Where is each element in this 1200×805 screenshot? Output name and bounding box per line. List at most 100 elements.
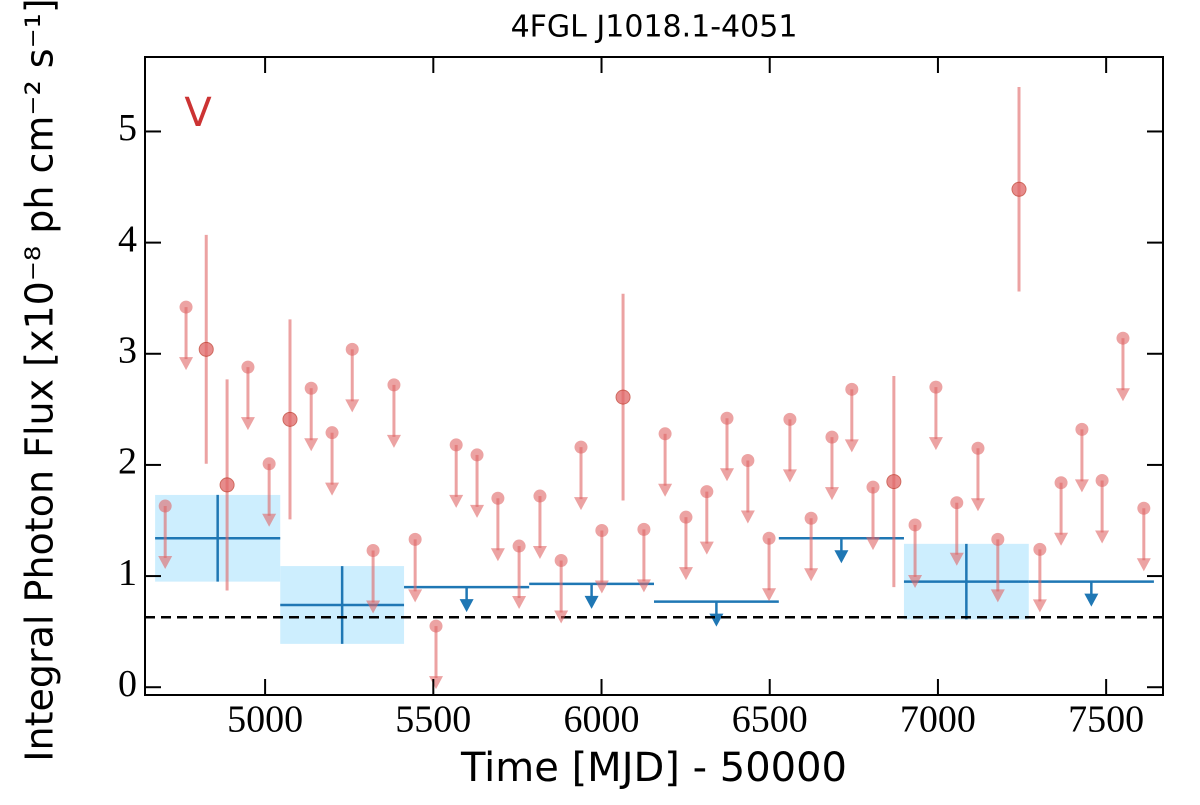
upper-limit-head — [490, 548, 505, 562]
upper-limit-point — [1116, 331, 1130, 345]
y-tick-label: 1 — [118, 552, 137, 594]
y-tick-label: 0 — [118, 663, 137, 705]
upper-limit-head — [262, 513, 277, 527]
upper-limit-point — [241, 360, 255, 374]
y-tick-label: 3 — [118, 329, 137, 371]
detection-point — [1011, 181, 1027, 197]
upper-limit-point — [408, 532, 422, 546]
upper-limit-head — [824, 487, 839, 501]
upper-limit-head — [532, 546, 547, 560]
upper-limit-point — [512, 539, 526, 553]
upper-limit-point — [595, 523, 609, 537]
detection-point — [886, 474, 902, 490]
upper-limit-head — [804, 568, 819, 582]
upper-limit-point — [554, 554, 568, 568]
upper-limit-point — [429, 619, 443, 633]
plot-frame — [144, 56, 1164, 696]
x-tick-label: 6500 — [732, 699, 808, 741]
upper-limit-point — [658, 427, 672, 441]
upper-limit-point — [262, 457, 276, 471]
x-axis-label: Time [MJD] - 50000 — [460, 745, 847, 791]
upper-limit-head — [554, 610, 569, 624]
x-tick-label: 5000 — [227, 699, 303, 741]
upper-limit-point — [637, 522, 651, 536]
y-axis-label: Integral Photon Flux [x10⁻⁸ ph cm⁻² s⁻¹] — [18, 0, 62, 762]
upper-limit-head — [429, 676, 444, 690]
upper-limit-head — [949, 552, 964, 566]
upper-limit-point — [491, 491, 505, 505]
upper-limit-head — [584, 595, 599, 609]
upper-limit-point — [325, 426, 339, 440]
upper-limit-point — [1075, 422, 1089, 436]
upper-limit-head — [866, 537, 881, 551]
x-tick-label: 7500 — [1068, 699, 1144, 741]
upper-limit-point — [449, 438, 463, 452]
upper-limit-head — [449, 494, 464, 508]
upper-limit-point — [741, 453, 755, 467]
upper-limit-point — [470, 448, 484, 462]
upper-limit-point — [533, 489, 547, 503]
upper-limit-head — [678, 567, 693, 581]
upper-limit-point — [720, 411, 734, 425]
upper-limit-head — [158, 556, 173, 570]
upper-limit-head — [782, 469, 797, 483]
upper-limit-head — [459, 599, 474, 613]
upper-limit-head — [709, 613, 724, 627]
upper-limit-head — [636, 579, 651, 593]
upper-limit-point — [1054, 476, 1068, 490]
upper-limit-head — [844, 439, 859, 453]
upper-limit-head — [470, 504, 485, 518]
detection-point — [219, 477, 235, 493]
upper-limit-point — [845, 382, 859, 396]
upper-limit-head — [699, 541, 714, 555]
upper-limit-point — [1033, 542, 1047, 556]
upper-limit-head — [408, 589, 423, 603]
upper-limit-head — [658, 483, 673, 497]
upper-limit-head — [240, 417, 255, 431]
upper-limit-point — [304, 381, 318, 395]
upper-limit-head — [720, 468, 735, 482]
upper-limit-head — [386, 434, 401, 448]
upper-limit-point — [762, 531, 776, 545]
detection-point — [615, 389, 631, 405]
upper-limit-point — [950, 496, 964, 510]
x-tick-label: 7000 — [900, 699, 976, 741]
upper-limit-head — [325, 482, 340, 496]
upper-limit-head — [834, 550, 849, 564]
y-tick-label: 4 — [118, 218, 137, 260]
upper-limit-point — [783, 412, 797, 426]
upper-limit-head — [345, 399, 360, 413]
upper-limit-head — [594, 580, 609, 594]
upper-limit-head — [1054, 532, 1069, 546]
upper-limit-head — [1084, 593, 1099, 607]
chart-title: 4FGL J1018.1-4051 — [511, 10, 798, 45]
y-tick-label: 2 — [118, 441, 137, 483]
upper-limit-point — [866, 480, 880, 494]
upper-limit-point — [387, 378, 401, 392]
upper-limit-point — [991, 532, 1005, 546]
upper-limit-point — [179, 300, 193, 314]
upper-limit-point — [366, 544, 380, 558]
x-tick-label: 6000 — [564, 699, 640, 741]
upper-limit-point — [700, 485, 714, 499]
upper-limit-point — [679, 510, 693, 524]
x-tick-label: 5500 — [395, 699, 471, 741]
upper-limit-point — [908, 518, 922, 532]
upper-limit-head — [970, 498, 985, 512]
upper-limit-head — [366, 600, 381, 614]
upper-limit-head — [1095, 530, 1110, 544]
upper-limit-head — [512, 596, 527, 610]
upper-limit-head — [740, 510, 755, 524]
upper-limit-point — [929, 380, 943, 394]
upper-limit-point — [158, 499, 172, 513]
upper-limit-head — [304, 438, 319, 452]
upper-limit-point — [1095, 473, 1109, 487]
upper-limit-point — [971, 441, 985, 455]
upper-limit-head — [928, 437, 943, 451]
upper-limit-head — [908, 574, 923, 588]
upper-limit-head — [990, 589, 1005, 603]
upper-limit-head — [762, 588, 777, 602]
upper-limit-head — [179, 357, 194, 371]
upper-limit-head — [1115, 388, 1130, 402]
